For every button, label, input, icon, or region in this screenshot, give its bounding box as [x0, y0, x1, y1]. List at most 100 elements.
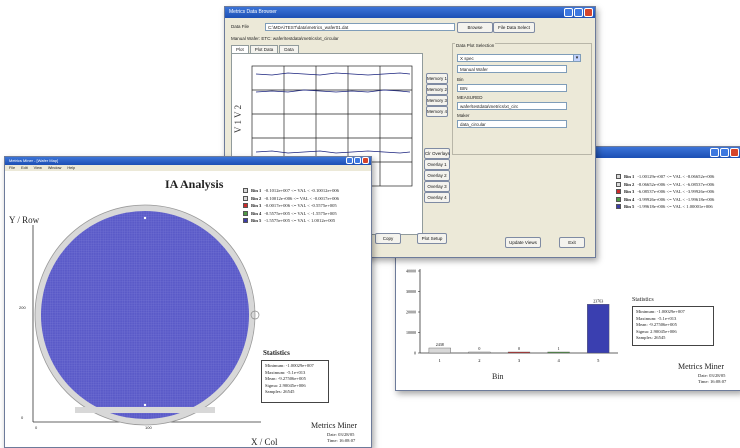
wafer-title-bar[interactable]: Metrics Miner - [Wafer Map] [5, 157, 371, 165]
wafer-window-title: Metrics Miner - [Wafer Map] [9, 158, 59, 163]
legend-row: Bin 3 -6.08537e+006 <= VAL < -3.99926e+00… [616, 188, 714, 196]
data-file-input[interactable]: C:\MDA\TEST\data\metrics_wafer01.dat [265, 23, 455, 31]
legend-range: -1.99618e+006 <= VAL < 1.00001e+006 [637, 204, 713, 210]
histogram-y-tick-label: 0 [414, 351, 416, 356]
exit-button[interactable]: Exit [559, 237, 585, 248]
y-tick-label: 0 [21, 415, 24, 420]
memory-4-button[interactable]: Memory 4 [426, 106, 448, 117]
menu-view[interactable]: View [33, 166, 42, 170]
update-views-button[interactable]: Update Views [505, 237, 541, 248]
manual-wafer-select[interactable]: Manual Wafer [457, 65, 567, 73]
histogram-bar [547, 351, 570, 354]
legend-bin: Bin 5 [251, 218, 262, 224]
minimize-icon[interactable] [346, 157, 353, 164]
histogram-bar [428, 347, 451, 354]
maximize-icon[interactable] [354, 157, 361, 164]
memory-3-button[interactable]: Memory 3 [426, 95, 448, 106]
minimize-icon[interactable] [710, 148, 719, 157]
close-icon[interactable] [362, 157, 369, 164]
maximize-icon[interactable] [720, 148, 729, 157]
menu-help[interactable]: Help [67, 166, 76, 170]
legend-row: Bin 3 -0.0017e+006 <= VAL < -0.5575e+005 [243, 202, 339, 210]
minimize-icon[interactable] [564, 8, 573, 17]
overlay-4-button[interactable]: Overlay 4 [424, 192, 450, 203]
histogram-x-tick-label: 5 [597, 358, 600, 363]
legend-swatch [243, 210, 248, 216]
maximize-icon[interactable] [574, 8, 583, 17]
legend-swatch [616, 196, 621, 202]
legend-bin: Bin 4 [624, 196, 635, 202]
browse-button[interactable]: Browse [457, 22, 493, 33]
measured-select[interactable]: wafer\testdata\metrics\xt_circ [457, 102, 567, 110]
wafer-legend: Bin 1 -0.1012e+007 <= VAL < -0.10012e+006… [243, 187, 339, 225]
legend-swatch [243, 188, 248, 194]
histogram-x-label: Bin [492, 372, 504, 381]
legend-row: Bin 2 -0.10012e+006 <= VAL < -0.0017e+006 [243, 195, 339, 203]
legend-range: -1.5575e+005 <= VAL < 1.0012e+005 [264, 218, 336, 224]
wafer-die-area [41, 211, 249, 419]
alignment-mark [143, 403, 147, 407]
overlay-2-button[interactable]: Overlay 2 [424, 170, 450, 181]
histogram-x-tick-label: 1 [439, 358, 441, 363]
legend-range: -6.08537e+006 <= VAL < -3.99926e+006 [637, 189, 715, 195]
browser-title-bar[interactable]: Metrics Data Browser [225, 7, 595, 18]
plot-setup-button[interactable]: Plot Setup [417, 233, 447, 244]
statistics-box: Minimum: -1.00029e+007 Maximum: -5.1e+01… [261, 360, 329, 403]
brand-label: Metrics Miner [311, 421, 357, 430]
legend-range: -0.10012e+006 <= VAL < -0.0017e+006 [264, 195, 339, 201]
x-tick-label: 100 [145, 425, 152, 430]
bin-label: Bin [457, 77, 464, 82]
legend-range: -0.5575e+005 <= VAL < -1.5575e+005 [264, 210, 337, 216]
histogram-date: Date: 03/28/05 [698, 373, 726, 378]
legend-row: Bin 5 -1.99618e+006 <= VAL < 1.00001e+006 [616, 203, 714, 211]
stat-line: Samples: 26545 [265, 389, 295, 394]
menu-file[interactable]: File [9, 166, 16, 170]
legend-bin: Bin 1 [624, 174, 635, 180]
stat-line: Sigma: 2.90045e+006 [265, 382, 306, 388]
stat-line: Minimum: -1.00029e+007 [265, 363, 314, 368]
histogram-x-tick-label: 4 [557, 358, 560, 363]
overlay-3-button[interactable]: Overlay 3 [424, 181, 450, 192]
legend-swatch [616, 189, 621, 195]
histogram-value-label: 1 [558, 346, 560, 351]
stat-line: Mean: -9.27506e+005 [265, 376, 306, 381]
histogram-brand: Metrics Miner [678, 362, 724, 371]
legend-row: Bin 2 -8.06652e+006 <= VAL < -6.08537e+00… [616, 181, 714, 189]
close-icon[interactable] [730, 148, 739, 157]
maker-select[interactable]: data_circular [457, 120, 567, 128]
statistics-title: Statistics [263, 349, 290, 357]
legend-bin: Bin 2 [251, 195, 262, 201]
copy-button[interactable]: Copy [375, 233, 401, 244]
stat-line: Samples: 26545 [636, 335, 666, 340]
histogram-bar [507, 351, 531, 354]
menu-window[interactable]: Window [47, 166, 62, 170]
legend-row: Bin 4 -3.99926e+006 <= VAL < -1.99618e+00… [616, 196, 714, 204]
histogram-x-tick-label: 2 [478, 358, 480, 363]
x-axis-label: X / Col [251, 437, 278, 447]
histogram-y-tick-label: 30000 [406, 289, 416, 294]
memory-1-button[interactable]: Memory 1 [426, 73, 448, 84]
tab-plot[interactable]: Plot [231, 45, 249, 54]
notch-marker [250, 310, 260, 320]
x-tick-label: 0 [35, 425, 38, 430]
histogram-chart: 0 10000 20000 30000 40000 2438 1 0 2 0 3 1 4 23763 5 [406, 269, 618, 363]
legend-bin: Bin 3 [624, 189, 635, 195]
menu-edit[interactable]: Edit [21, 166, 28, 170]
file-data-select-button[interactable]: File Data Select [493, 22, 535, 33]
spec-select[interactable]: X spec [457, 54, 575, 62]
stat-line: Maximum: -5.1e+013 [265, 369, 306, 375]
overlay-1-button[interactable]: Overlay 1 [424, 159, 450, 170]
tab-plot-data[interactable]: Plot Data [249, 45, 279, 54]
bin-select[interactable]: BIN [457, 84, 567, 92]
wafer-map-window: Metrics Miner - [Wafer Map] File Edit Vi… [4, 156, 372, 448]
wafer-map [32, 204, 261, 426]
chevron-down-icon[interactable]: ▾ [573, 54, 581, 62]
memory-2-button[interactable]: Memory 2 [426, 84, 448, 95]
stat-line: Maximum: -5.1e+013 [636, 315, 677, 321]
histogram-x-tick-label: 3 [518, 358, 521, 363]
clear-overlays-button[interactable]: Clr Overlays [424, 148, 450, 159]
close-icon[interactable] [584, 8, 593, 17]
histogram-statistics-box: Minimum: -1.00029e+007 Maximum: -5.1e+01… [632, 306, 714, 346]
time-label: Time: 16:08:07 [327, 438, 356, 443]
tab-data[interactable]: Data [279, 45, 299, 54]
